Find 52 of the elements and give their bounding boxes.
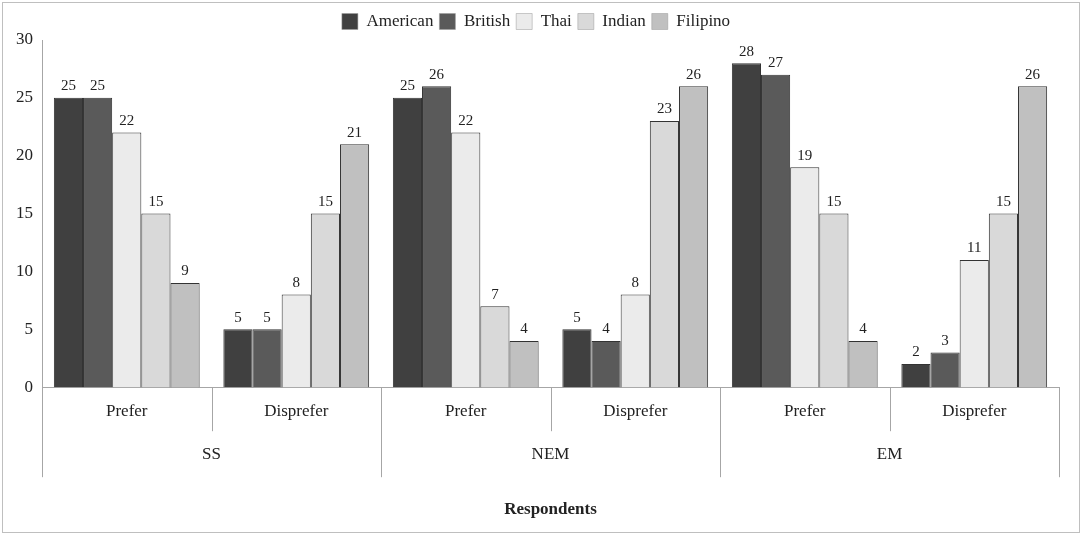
text: EM [876, 443, 903, 463]
data-label: 25 [399, 77, 415, 94]
data-label: 28 [738, 42, 754, 59]
legend-label: American [366, 10, 434, 30]
x-tick-label: Prefer [444, 400, 487, 420]
y-tick-label: 10 [16, 260, 33, 280]
x-tick-label: Disprefer [942, 400, 1007, 420]
data-label: 5 [573, 308, 581, 325]
data-label: 15 [317, 193, 333, 210]
data-label: 27 [768, 54, 784, 71]
text: SS [202, 443, 221, 463]
data-label: 21 [347, 123, 363, 140]
data-label: 4 [859, 320, 868, 337]
data-label: 26 [686, 65, 702, 82]
data-label: 8 [292, 274, 300, 291]
data-label: 2 [912, 343, 920, 360]
y-tick-label: 20 [16, 145, 33, 165]
x-tick-label: Disprefer [603, 400, 668, 420]
data-label: 3 [941, 331, 949, 348]
data-label: 23 [656, 100, 672, 117]
data-label: 19 [797, 146, 813, 163]
y-tick-label: 5 [24, 318, 33, 338]
data-label: 26 [1025, 65, 1041, 82]
data-label: 15 [826, 193, 842, 210]
data-label: 26 [429, 65, 445, 82]
y-tick-label: 15 [16, 203, 33, 223]
data-label: 25 [60, 77, 76, 94]
data-label: 15 [148, 193, 164, 210]
data-label: 4 [520, 320, 529, 337]
data-label: 9 [181, 262, 189, 279]
data-label: 22 [458, 112, 474, 129]
legend-label: Thai [540, 10, 573, 30]
data-label: 8 [631, 274, 639, 291]
data-label: 5 [234, 308, 242, 325]
data-label: 7 [491, 285, 500, 302]
data-label: 15 [995, 193, 1011, 210]
data-label: 4 [602, 320, 611, 337]
data-label: 22 [119, 112, 135, 129]
y-tick-label: 25 [16, 87, 33, 107]
x-axis-title: Respondents [504, 499, 598, 519]
data-label: 5 [263, 308, 271, 325]
x-tick-label: Prefer [105, 400, 148, 420]
y-tick-label: 30 [16, 29, 33, 49]
legend-label: British [463, 10, 511, 30]
legend-label: Indian [602, 10, 647, 30]
data-label: 25 [90, 77, 106, 94]
text: NEM [531, 443, 570, 463]
x-tick-label: Disprefer [264, 400, 329, 420]
legend-label: Filipino [676, 10, 731, 30]
data-label: 11 [967, 239, 982, 256]
x-tick-label: Prefer [783, 400, 826, 420]
y-tick-label: 0 [24, 376, 33, 396]
